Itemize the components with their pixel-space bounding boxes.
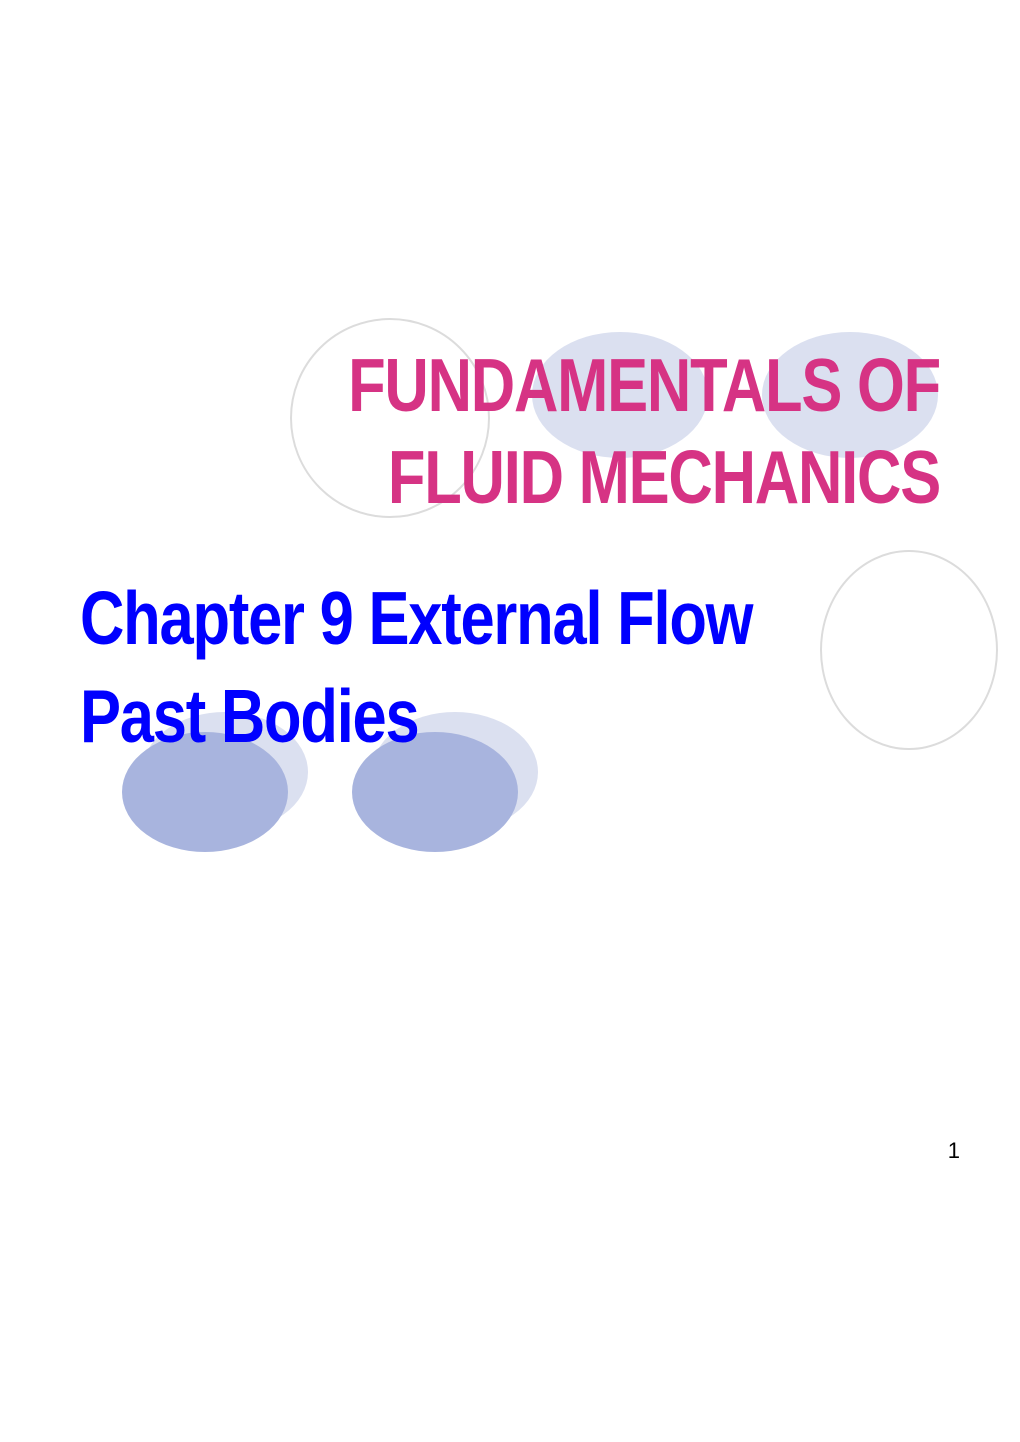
subtitle-line-2: Past Bodies — [80, 668, 859, 766]
main-title: FUNDAMENTALS OF FLUID MECHANICS — [202, 340, 940, 523]
title-line-2: FLUID MECHANICS — [202, 432, 940, 524]
page-number: 1 — [948, 1138, 960, 1164]
subtitle: Chapter 9 External Flow Past Bodies — [80, 570, 859, 765]
slide-container: FUNDAMENTALS OF FLUID MECHANICS Chapter … — [0, 0, 1020, 1442]
subtitle-line-1: Chapter 9 External Flow — [80, 570, 859, 668]
title-line-1: FUNDAMENTALS OF — [202, 340, 940, 432]
